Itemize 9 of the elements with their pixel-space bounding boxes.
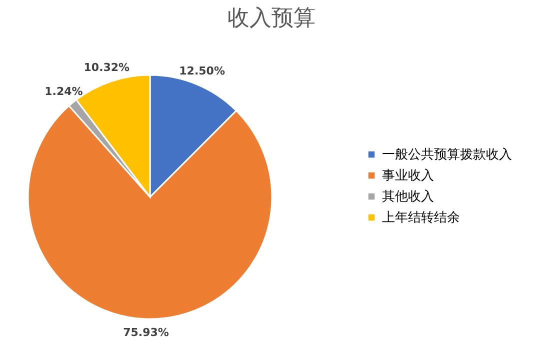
- chart-title: 收入预算: [228, 6, 316, 31]
- data-label: 10.32%: [84, 61, 130, 74]
- data-label: 12.50%: [179, 64, 225, 78]
- legend-label: 其他收入: [382, 190, 434, 204]
- legend-label: 上年结转结余: [382, 210, 460, 226]
- data-label: 75.93%: [123, 326, 169, 339]
- legend-label: 事业收入: [382, 168, 434, 184]
- data-label: 1.24%: [44, 84, 83, 98]
- legend-label: 一般公共预算拨款收入: [382, 148, 512, 162]
